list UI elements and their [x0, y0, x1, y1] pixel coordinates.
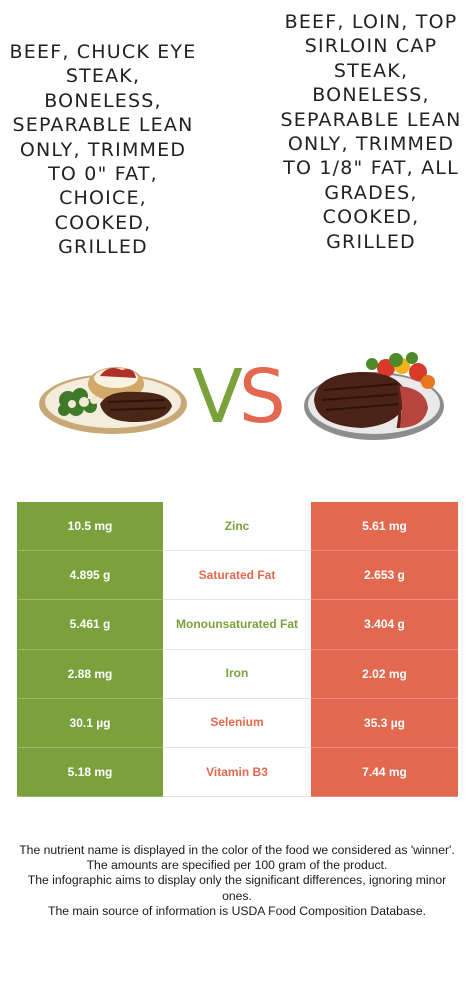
right-value: 5.61 mg [311, 502, 458, 552]
left-value: 30.1 µg [17, 698, 163, 748]
right-value: 2.02 mg [311, 649, 458, 699]
right-value: 3.404 g [311, 600, 458, 650]
table-row: 5.461 g Monounsaturated Fat 3.404 g [17, 600, 458, 650]
left-value: 10.5 mg [17, 502, 163, 552]
footnote: The infographic aims to display only the… [27, 873, 447, 903]
nutrient-name: Saturated Fat [163, 551, 311, 601]
right-value: 2.653 g [311, 551, 458, 601]
footnote: The nutrient name is displayed in the co… [19, 843, 455, 857]
right-value: 7.44 mg [311, 747, 458, 798]
left-value: 2.88 mg [17, 649, 163, 699]
footnote: The main source of information is USDA F… [48, 903, 426, 918]
table-row: 30.1 µg Selenium 35.3 µg [17, 698, 458, 748]
left-value: 4.895 g [17, 551, 163, 601]
right-value: 35.3 µg [311, 698, 458, 748]
left-food-title: Beef, Chuck eye steak, boneless, separab… [9, 41, 197, 259]
right-food-title: Beef, loin, top sirloin cap steak, bonel… [280, 11, 462, 253]
nutrient-name: Vitamin B3 [163, 747, 311, 798]
nutrient-name: Iron [163, 649, 311, 699]
left-food-image [39, 367, 187, 434]
table-row: 5.18 mg Vitamin B3 7.44 mg [17, 747, 458, 798]
footnotes: The nutrient name is displayed in the co… [14, 843, 460, 919]
table-row: 10.5 mg Zinc 5.61 mg [17, 502, 458, 552]
nutrient-name: Zinc [163, 502, 311, 552]
nutrient-comparison-table: 10.5 mg Zinc 5.61 mg 4.895 g Saturated F… [17, 502, 458, 798]
versus-label: VS [192, 354, 286, 440]
table-row: 4.895 g Saturated Fat 2.653 g [17, 551, 458, 601]
footnote: The amounts are specified per 100 gram o… [86, 858, 388, 873]
right-food-image [304, 352, 444, 440]
table-row: 2.88 mg Iron 2.02 mg [17, 649, 458, 699]
left-value: 5.461 g [17, 600, 163, 650]
nutrient-name: Selenium [163, 698, 311, 748]
left-value: 5.18 mg [17, 747, 163, 798]
nutrient-name: Monounsaturated Fat [163, 600, 311, 650]
